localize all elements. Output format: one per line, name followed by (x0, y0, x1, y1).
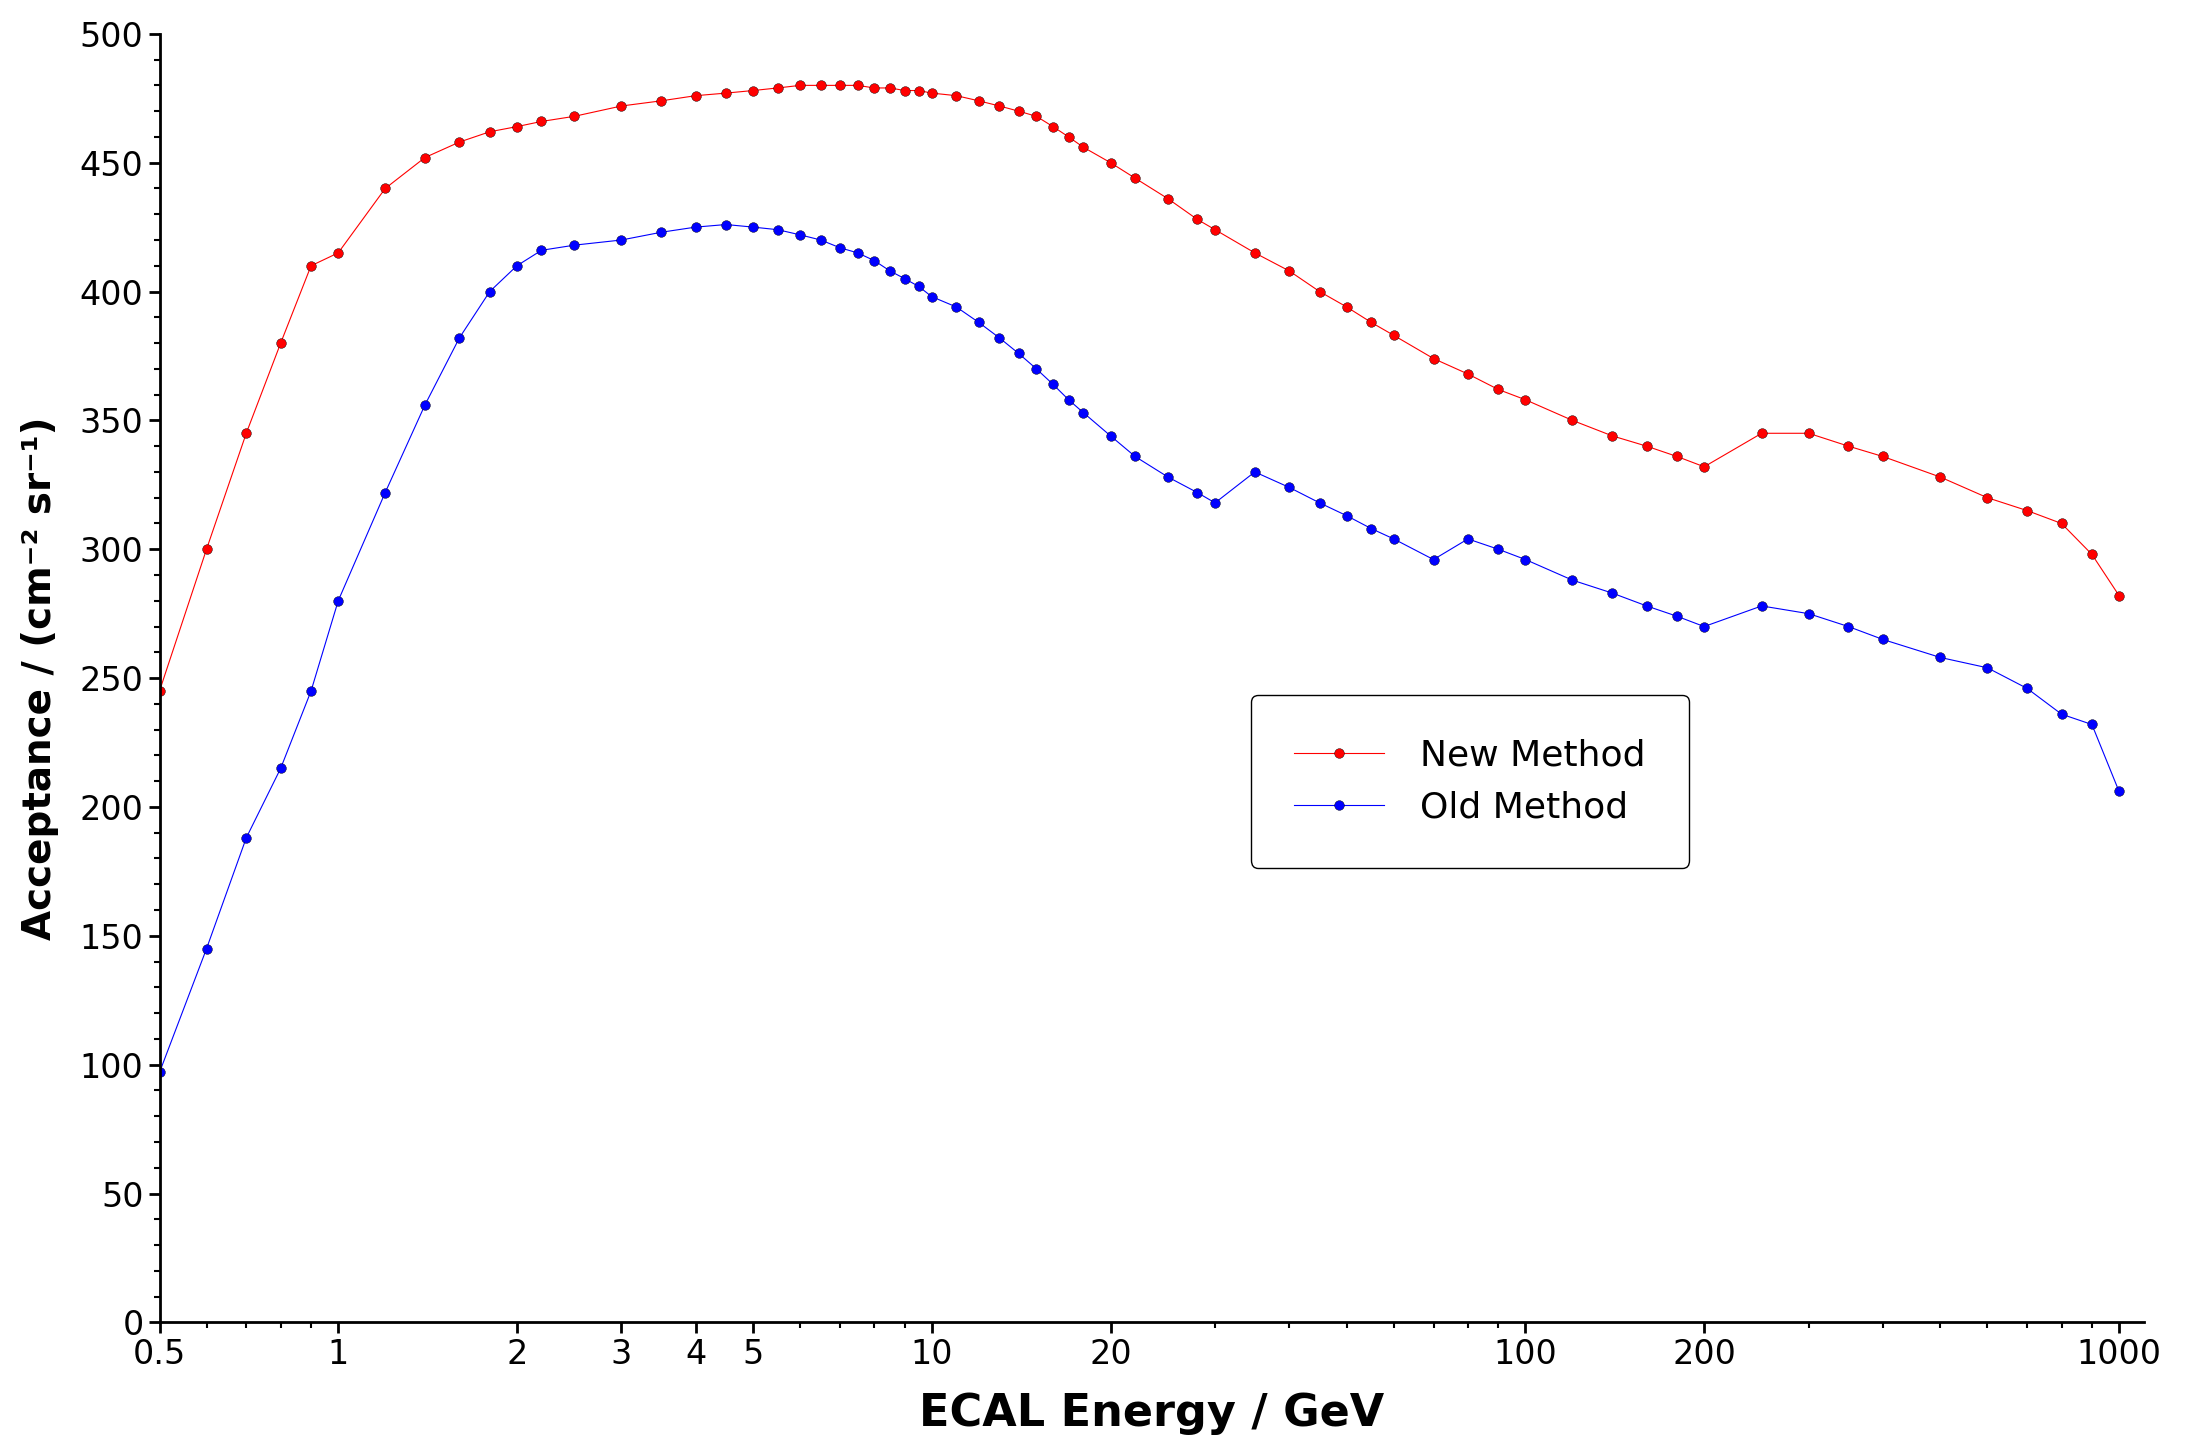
Old Method (713, 215, 739, 233)
New Method (146, 683, 173, 700)
Line: New Method: New Method (155, 80, 2125, 696)
New Method (826, 77, 853, 95)
Line: Old Method: Old Method (155, 220, 2125, 1077)
Old Method (966, 313, 992, 331)
Legend: New Method, Old Method: New Method, Old Method (1250, 695, 1690, 868)
New Method (2105, 587, 2131, 604)
New Method (1600, 427, 1626, 444)
New Method (1974, 489, 2000, 507)
X-axis label: ECAL Energy / GeV: ECAL Energy / GeV (918, 1392, 1384, 1436)
Old Method (826, 239, 853, 256)
Old Method (326, 593, 352, 610)
Y-axis label: Acceptance / (cm⁻² sr⁻¹): Acceptance / (cm⁻² sr⁻¹) (22, 416, 59, 939)
New Method (787, 77, 813, 95)
New Method (713, 84, 739, 102)
Old Method (741, 218, 767, 236)
Old Method (1974, 660, 2000, 677)
New Method (326, 245, 352, 262)
Old Method (2105, 783, 2131, 801)
New Method (966, 92, 992, 109)
Old Method (146, 1064, 173, 1082)
Old Method (1600, 584, 1626, 601)
